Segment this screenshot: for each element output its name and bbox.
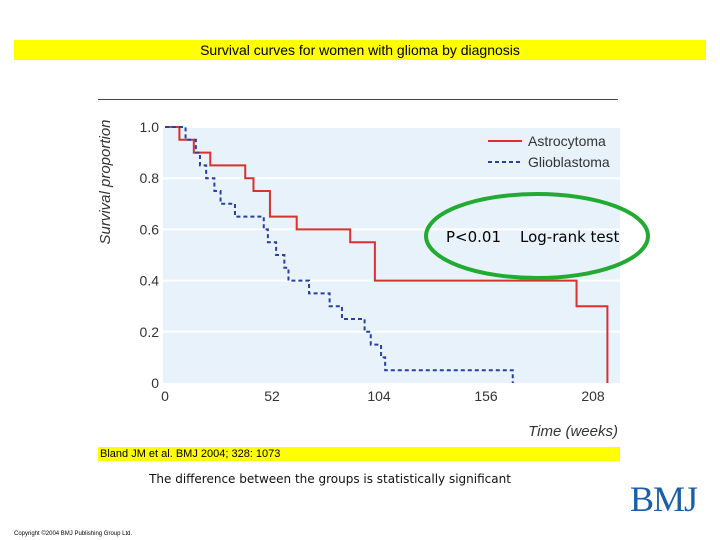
slide-title: Survival curves for women with glioma by… [14,40,706,60]
x-tick-label: 156 [474,388,498,404]
y-tick-label: 0.6 [140,221,160,237]
legend-label-astrocytoma: Astrocytoma [528,133,606,149]
significance-note: The difference between the groups is sta… [149,472,511,486]
y-tick-label: 0.8 [140,170,160,186]
series-lines [165,126,609,383]
x-tick-label: 208 [581,388,605,404]
y-tick-labels: 0 0.2 0.4 0.6 0.8 1.0 [140,119,160,391]
bmj-logo: BMJ [630,479,698,519]
y-tick-label: 1.0 [140,119,160,135]
citation-bar: Bland JM et al. BMJ 2004; 328: 1073 [98,447,620,461]
plot-background [163,127,620,383]
legend: Astrocytoma Glioblastoma [488,133,610,170]
series-line-glioblastoma [165,126,514,383]
x-tick-label: 104 [367,388,391,404]
y-tick-label: 0.2 [140,324,160,340]
copyright-text: Copyright ©2004 BMJ Publishing Group Ltd… [14,531,133,537]
x-tick-label: 0 [161,388,169,404]
x-tick-labels: 0 52 104 156 208 [161,388,605,404]
significance-ellipse [424,192,650,280]
p-value-label: P<0.01 [446,228,501,246]
legend-label-glioblastoma: Glioblastoma [528,154,610,170]
divider-rule [98,99,618,100]
x-tick-label: 52 [264,388,280,404]
y-tick-label: 0 [151,375,159,391]
series-line-astrocytoma [165,126,609,383]
x-axis-label: Time (weeks) [528,423,618,440]
y-tick-label: 0.4 [140,273,160,289]
y-axis-label: Survival proportion [97,119,114,244]
test-name-label: Log-rank test [520,228,619,246]
